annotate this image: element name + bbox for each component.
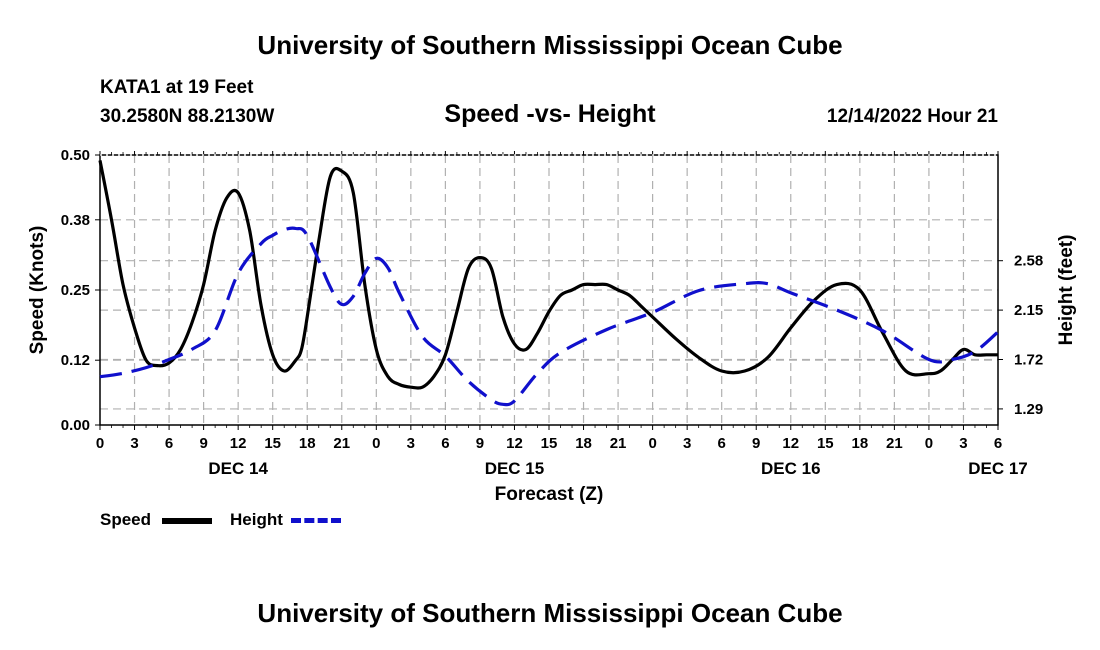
y-right-tick-label: 2.58 — [1014, 253, 1043, 270]
x-tick-label: 9 — [752, 435, 760, 452]
x-tick-label: 9 — [199, 435, 207, 452]
forecast-datetime: 12/14/2022 Hour 21 — [826, 106, 998, 127]
x-tick-label: 21 — [333, 435, 350, 452]
x-tick-label: 12 — [782, 435, 799, 452]
y-left-tick-label: 0.00 — [61, 417, 90, 434]
x-tick-label: 18 — [575, 435, 592, 452]
grid-lines — [100, 155, 998, 425]
footer-title: University of Southern Mississippi Ocean… — [257, 598, 843, 628]
y-right-tick-label: 1.29 — [1014, 401, 1043, 418]
station-label: KATA1 at 19 Feet — [100, 77, 254, 98]
speed-series-line — [98, 160, 998, 390]
x-tick-label: 21 — [610, 435, 627, 452]
x-tick-label: 12 — [230, 435, 247, 452]
x-tick-label: 6 — [994, 435, 1002, 452]
legend-height-swatch — [291, 518, 341, 523]
height-series-line — [99, 226, 1000, 407]
series-lines — [98, 160, 1000, 407]
x-axis-label: Forecast (Z) — [495, 484, 604, 505]
date-label: DEC 15 — [485, 459, 545, 478]
x-tick-label: 15 — [817, 435, 834, 452]
x-tick-label: 0 — [96, 435, 104, 452]
x-tick-label: 15 — [264, 435, 281, 452]
y-left-tick-label: 0.25 — [61, 282, 90, 299]
legend-speed-label: Speed — [100, 510, 152, 529]
legend-height-label: Height — [230, 510, 283, 529]
x-tick-label: 12 — [506, 435, 523, 452]
x-tick-label: 6 — [165, 435, 173, 452]
axes: 0 3 6 9 12 15 18 21 0 3 6 9 12 15 18 21 0 3 6 9 12 15 18 21 0 3 6 D… — [61, 147, 1043, 478]
x-tick-label: 18 — [299, 435, 316, 452]
x-tick-label: 0 — [925, 435, 933, 452]
x-tick-label: 15 — [541, 435, 558, 452]
y-axis-right-label: Height (feet) — [1056, 235, 1077, 346]
x-tick-label: 18 — [852, 435, 869, 452]
x-tick-label: 3 — [407, 435, 415, 452]
x-tick-label: 0 — [372, 435, 380, 452]
x-tick-label: 3 — [130, 435, 138, 452]
y-axis-left-label: Speed (Knots) — [27, 226, 48, 355]
date-label: DEC 16 — [761, 459, 821, 478]
chart-title: University of Southern Mississippi Ocean… — [257, 30, 843, 60]
legend-speed-swatch — [162, 518, 212, 524]
x-tick-label: 3 — [959, 435, 967, 452]
y-left-tick-label: 0.38 — [61, 212, 90, 229]
x-tick-label: 6 — [441, 435, 449, 452]
date-label: DEC 14 — [208, 459, 268, 478]
x-tick-label: 3 — [683, 435, 691, 452]
y-left-tick-label: 0.50 — [61, 147, 90, 164]
x-tick-label: 6 — [718, 435, 726, 452]
x-tick-label: 21 — [886, 435, 903, 452]
coordinates-label: 30.2580N 88.2130W — [100, 106, 275, 127]
y-right-tick-label: 2.15 — [1014, 302, 1043, 319]
y-left-tick-label: 0.12 — [61, 352, 90, 369]
x-tick-label: 0 — [648, 435, 656, 452]
date-label: DEC 17 — [968, 459, 1028, 478]
y-right-tick-label: 1.72 — [1014, 352, 1043, 369]
chart-subtitle: Speed -vs- Height — [444, 100, 656, 128]
x-tick-label: 9 — [476, 435, 484, 452]
